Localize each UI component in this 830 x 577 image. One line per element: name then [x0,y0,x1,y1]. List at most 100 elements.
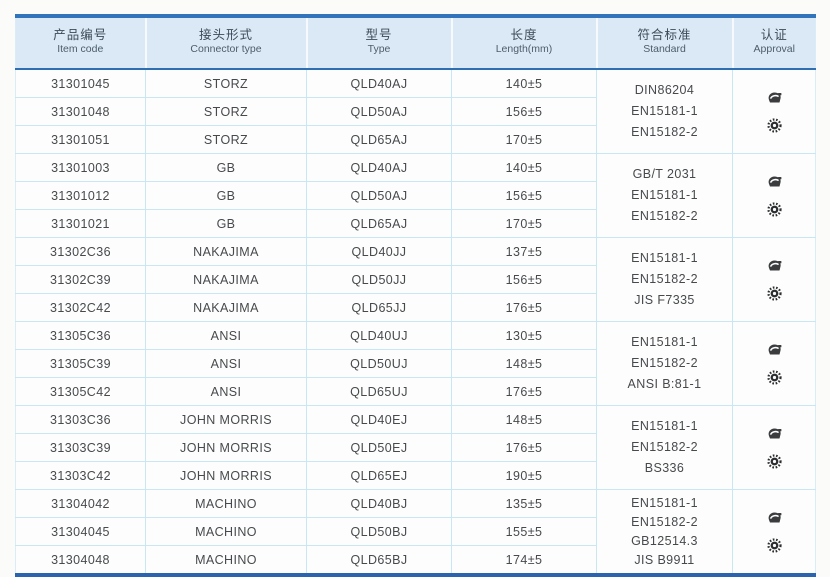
item-code-cell: 31303C39 [15,433,146,462]
approval-cell [732,489,816,576]
approval-icons [733,510,815,553]
standard-cell: EN15181-1 EN15182-2 ANSI B:81-1 [596,321,733,406]
standard-cell: GB/T 2031 EN15181-1 EN15182-2 [596,153,733,238]
item-code-cell: 31303C36 [15,405,146,434]
type-cell: QLD65AJ [306,209,452,238]
standard-line: ANSI B:81-1 [627,377,702,391]
length-cell: 190±5 [451,461,597,490]
header-zh-approval: 认证 [760,28,788,42]
item-code-cell: 31301051 [15,125,146,154]
approval-cell [732,321,816,406]
type-cell: QLD65AJ [306,125,452,154]
approval-cell [732,69,816,154]
certificate-stamp-icon [768,428,781,439]
column-header-standard: 符合标准 Standard [595,16,733,70]
connector-type-cell: ANSI [145,349,307,378]
connector-type-cell: STORZ [145,97,307,126]
length-cell: 176±5 [451,293,597,322]
gear-seal-icon [766,538,782,553]
header-en-connector-type: Connector type [190,43,262,55]
length-cell: 140±5 [451,153,597,182]
length-cell: 156±5 [451,181,597,210]
connector-type-cell: JOHN MORRIS [145,461,307,490]
item-code-cell: 31301021 [15,209,146,238]
standard-line: EN15181-1 [631,104,698,118]
header-en-length: Length(mm) [495,43,553,55]
column-header-connector-type: 接头形式 Connector type [144,16,307,70]
header-zh-length: 长度 [510,28,538,42]
type-cell: QLD50BJ [306,517,452,546]
length-cell: 137±5 [451,237,597,266]
standard-line: BS336 [644,461,685,475]
length-cell: 170±5 [451,125,597,154]
item-code-cell: 31305C36 [15,321,146,350]
type-cell: QLD50EJ [306,433,452,462]
connector-type-cell: MACHINO [145,545,307,575]
length-cell: 170±5 [451,209,597,238]
table-row: 31302C39 NAKAJIMA QLD50JJ 156±5 [15,265,816,294]
approval-cell [732,153,816,238]
table-row: 31305C36 ANSI QLD40UJ 130±5 EN15181-1 EN1… [15,321,816,406]
standard-line: EN15182-2 [631,272,698,286]
standard-line: EN15181-1 [631,419,698,433]
standard-line: EN15181-1 [631,335,698,349]
table-body: 31301045 STORZ QLD40AJ 140±5 DIN86204 EN1… [15,69,816,576]
table-row: 31301012 GB QLD50AJ 156±5 [15,181,816,210]
table-row: 31301003 GB QLD40AJ 140±5 GB/T 2031 EN151… [15,153,816,238]
table-row: 31301051 STORZ QLD65AJ 170±5 [15,125,816,154]
gear-seal-icon [766,286,782,301]
gear-seal-icon [766,118,782,133]
item-code-cell: 31302C42 [15,293,146,322]
table-row: 31303C36 JOHN MORRIS QLD40EJ 148±5 EN151… [15,405,816,490]
length-cell: 148±5 [451,349,597,378]
table-row: 31301048 STORZ QLD50AJ 156±5 [15,97,816,126]
standard-cell: DIN86204 EN15181-1 EN15182-2 [596,69,733,154]
standard-line: EN15181-1 [631,188,698,202]
standard-line: EN15181-1 [631,495,698,510]
item-code-cell: 31301003 [15,153,146,182]
header-en-type: Type [367,43,391,55]
header-en-approval: Approval [753,43,795,55]
connector-type-cell: GB [145,209,307,238]
header-zh-standard: 符合标准 [637,28,692,42]
length-cell: 176±5 [451,433,597,462]
type-cell: QLD65JJ [306,293,452,322]
standard-line: JIS F7335 [634,293,695,307]
standard-line: EN15182-2 [631,356,698,370]
table-row: 31302C36 NAKAJIMA QLD40JJ 137±5 EN15181-… [15,237,816,322]
connector-type-cell: MACHINO [145,489,307,518]
item-code-cell: 31301045 [15,69,146,98]
type-cell: QLD50AJ [306,97,452,126]
standard-cell: EN15181-1 EN15182-2 GB12514.3 JIS B9911 [596,489,733,576]
approval-icons [733,174,815,217]
table-row: 31303C42 JOHN MORRIS QLD65EJ 190±5 [15,461,816,490]
connector-type-cell: GB [145,153,307,182]
item-code-cell: 31305C42 [15,377,146,406]
certificate-stamp-icon [768,92,781,103]
gear-seal-icon [766,370,782,385]
item-code-cell: 31302C36 [15,237,146,266]
header-en-item-code: Item code [57,43,104,55]
column-header-item-code: 产品编号 Item code [15,16,146,70]
header-zh-item-code: 产品编号 [53,28,108,42]
type-cell: QLD50AJ [306,181,452,210]
table-row: 31302C42 NAKAJIMA QLD65JJ 176±5 [15,293,816,322]
connector-type-cell: STORZ [145,69,307,98]
approval-icons [733,426,815,469]
standard-cell: EN15181-1 EN15182-2 BS336 [596,405,733,490]
type-cell: QLD40AJ [306,153,452,182]
connector-type-cell: NAKAJIMA [145,293,307,322]
table-row: 31301045 STORZ QLD40AJ 140±5 DIN86204 EN1… [15,69,816,154]
length-cell: 176±5 [451,377,597,406]
certificate-stamp-icon [768,260,781,271]
item-code-cell: 31301048 [15,97,146,126]
length-cell: 156±5 [451,265,597,294]
connector-type-cell: NAKAJIMA [145,237,307,266]
table-row: 31303C39 JOHN MORRIS QLD50EJ 176±5 [15,433,816,462]
item-code-cell: 31304042 [15,489,146,518]
type-cell: QLD65UJ [306,377,452,406]
standard-line: EN15182-2 [631,209,698,223]
standard-line: GB12514.3 [631,533,698,548]
standard-line: JIS B9911 [634,552,695,567]
standard-line: EN15181-1 [631,251,698,265]
